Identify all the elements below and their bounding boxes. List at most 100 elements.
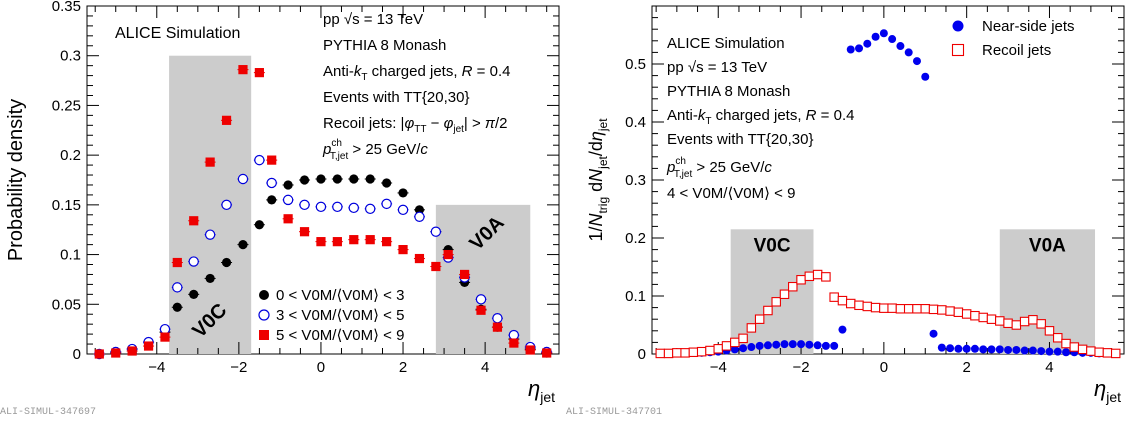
right-series-1-point (830, 341, 839, 350)
right-series-2-point (721, 341, 732, 351)
right-series-2-point (788, 281, 798, 292)
right-series-2-point (887, 303, 897, 313)
left-ytick-label: 0.3 (60, 48, 81, 65)
left-series-1-point (221, 257, 232, 268)
right-series-2-point (895, 304, 906, 314)
left-series-2-point (237, 173, 249, 185)
right-series-1-point (987, 345, 996, 354)
right-series-1-point (1012, 345, 1021, 354)
left-series-2-point (414, 211, 425, 222)
left-annotation-recoil: Recoil jets: |φTT − φjet| > π/2 (323, 115, 508, 135)
left-ytick-label: 0.15 (52, 197, 81, 214)
right-series-2-point (1102, 348, 1113, 358)
right-series-2-point (953, 307, 964, 317)
left-footer-id: ALI-SIMUL-347697 (0, 407, 96, 418)
left-series-2-point (254, 154, 265, 166)
right-band-label-v0c: V0C (754, 235, 791, 256)
right-series-2-point (995, 316, 1005, 326)
right-annotation-energy: pp √s = 13 TeV (667, 59, 767, 76)
left-series-2-point (381, 198, 392, 210)
right-series-1-point (813, 341, 822, 350)
right-series-1-point (896, 42, 905, 51)
left-ytick-label: 0.2 (60, 147, 81, 164)
left-series-3-point (205, 157, 215, 167)
left-series-3-point (283, 214, 293, 224)
left-series-1-point (254, 220, 264, 230)
left-series-1-point (189, 289, 199, 299)
left-legend-label-1: 0 < V0M/⟨V0M⟩ < 3 (276, 287, 404, 304)
right-series-1-point (1062, 348, 1071, 357)
left-series-3-point (382, 237, 392, 247)
right-series-2-point (672, 348, 682, 358)
right-series-1-point (747, 343, 756, 352)
right-series-1-point (855, 44, 864, 53)
left-series-2-point (282, 194, 294, 206)
left-series-2-point (159, 323, 171, 335)
right-series-2-point (688, 347, 699, 358)
right-series-1-point (1053, 347, 1062, 356)
right-series-2-point (845, 298, 856, 309)
right-series-1-point (929, 329, 938, 338)
right-series-1-point (1028, 346, 1037, 355)
right-series-2-point (1094, 347, 1104, 358)
right-series-2-point (1036, 319, 1046, 329)
left-xtick-label: 4 (481, 359, 489, 376)
right-ylabel: 1/Ntrig dNjet/dηjet (586, 118, 610, 242)
right-legend-marker-2 (951, 43, 965, 57)
left-band-v0c (169, 55, 252, 354)
right-series-1-point (821, 341, 830, 350)
left-series-3-point (172, 257, 182, 268)
left-series-2-point (508, 329, 520, 341)
right-series-2-point (754, 314, 765, 324)
right-series-2-point (655, 348, 666, 359)
left-ytick-label: 0.1 (60, 247, 81, 264)
left-annotation-jets: Anti-kT charged jets, R = 0.4 (323, 63, 510, 83)
right-annotations: ALICE Simulation pp √s = 13 TeV PYTHIA 8… (666, 35, 854, 202)
left-series-3-point (238, 65, 248, 75)
right-series-1-point (937, 343, 946, 352)
left-series-2-point (204, 229, 216, 240)
left-series-1-point (316, 174, 326, 184)
left-plot-frame (86, 5, 560, 355)
right-series-2-point (779, 289, 790, 300)
right-series-2-point (829, 292, 839, 302)
left-series-2-point (299, 199, 310, 211)
left-series-1-point (382, 178, 392, 188)
right-series-2-point (912, 304, 922, 314)
left-xtick-label: 2 (399, 359, 407, 376)
left-annotation-energy: pp √s = 13 TeV (323, 11, 423, 28)
left-legend-label-2: 3 < V0M/⟨V0M⟩ < 5 (276, 307, 404, 324)
left-series-1-point (172, 302, 182, 312)
left-series-1-point (299, 175, 310, 185)
right-annotation-jets: Anti-kT charged jets, R = 0.4 (667, 107, 854, 127)
left-xtick-label: 0 (317, 359, 325, 376)
right-series-1-point (1020, 346, 1029, 355)
right-series-2-point (1011, 320, 1022, 330)
right-series-1-point (772, 340, 781, 349)
right-series-2-point (1069, 342, 1080, 352)
right-series-2-point (854, 300, 864, 311)
left-series-2-point (332, 201, 343, 213)
left-series-3-point (267, 155, 277, 165)
left-series-3-point (160, 332, 170, 342)
right-series-2-point (738, 333, 748, 344)
right-annotation-multiplicity: 4 < V0M/⟨V0M⟩ < 9 (667, 185, 795, 202)
left-series-2-point (266, 177, 277, 189)
left-xtick-label: −2 (230, 359, 247, 376)
left-series-2-point (475, 294, 487, 305)
left-series-3-point (349, 235, 359, 245)
right-chart: V0C V0A −4 −2 0 2 4 0 0.1 0.2 0.3 0.4 0.5 1/Ntrig d… (566, 5, 1125, 418)
right-series-2-point (937, 305, 947, 315)
left-legend-label-3: 5 < V0M/⟨V0M⟩ < 9 (276, 327, 404, 344)
left-series-3-point (189, 216, 199, 226)
right-xtick-label: 4 (1045, 359, 1053, 376)
right-series-1-point (871, 32, 880, 41)
left-series-3-point (542, 348, 552, 358)
right-series-2-point (1003, 318, 1013, 329)
left-series-2-point (348, 202, 359, 214)
right-ytick-label: 0.1 (625, 288, 646, 305)
left-series-3-point (316, 237, 326, 247)
left-legend-marker-1 (259, 290, 269, 300)
right-series-1-point (1045, 347, 1054, 356)
